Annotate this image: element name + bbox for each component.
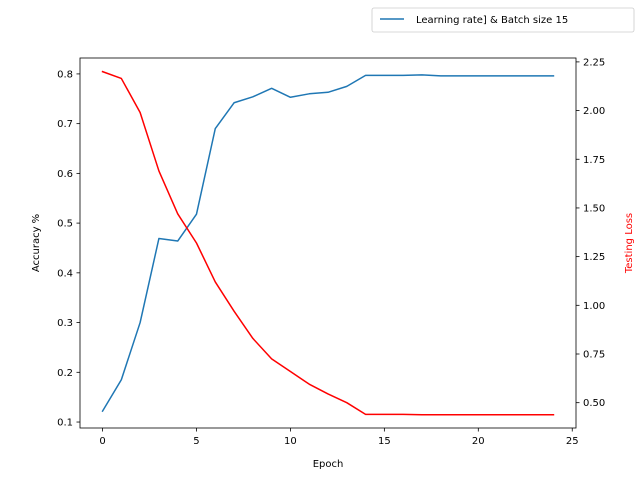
testing-loss-line bbox=[101, 70, 555, 416]
left-y-tick-label: 0.5 bbox=[57, 219, 73, 230]
legend-label: Learning rate] & Batch size 15 bbox=[416, 15, 568, 26]
right-y-tick-label: 1.25 bbox=[583, 252, 605, 263]
left-y-tick-label: 0.6 bbox=[57, 169, 73, 180]
series-layer bbox=[101, 70, 555, 416]
left-y-tick-label: 0.2 bbox=[57, 368, 73, 379]
legend: Learning rate] & Batch size 15 bbox=[371, 7, 635, 33]
left-y-tick-label: 0.7 bbox=[57, 119, 73, 130]
plot-frame bbox=[79, 57, 577, 429]
right-y-tick-label: 1.00 bbox=[583, 301, 605, 312]
accuracy-line bbox=[101, 74, 555, 413]
right-y-axis-title: Testing Loss bbox=[624, 213, 635, 274]
x-tick-label: 20 bbox=[472, 436, 485, 447]
right-y-tick-label: 1.75 bbox=[583, 155, 605, 166]
x-tick-label: 0 bbox=[99, 436, 105, 447]
x-tick-label: 25 bbox=[566, 436, 579, 447]
right-y-axis-ticks: 0.50 0.75 1.00 1.25 1.50 1.75 2.00 2.25 bbox=[576, 57, 605, 409]
left-y-axis-ticks: 0.1 0.2 0.3 0.4 0.5 0.6 0.7 0.8 bbox=[57, 69, 80, 429]
left-y-tick-label: 0.4 bbox=[57, 268, 73, 279]
x-axis-title: Epoch bbox=[313, 459, 344, 470]
left-y-axis-title: Accuracy % bbox=[31, 214, 42, 272]
right-y-tick-label: 0.50 bbox=[583, 398, 605, 409]
right-y-tick-label: 0.75 bbox=[583, 350, 605, 361]
right-y-tick-label: 1.50 bbox=[583, 203, 605, 214]
left-y-tick-label: 0.3 bbox=[57, 318, 73, 329]
right-y-tick-label: 2.00 bbox=[583, 106, 605, 117]
legend-frame bbox=[371, 7, 635, 33]
x-tick-label: 5 bbox=[193, 436, 199, 447]
left-y-tick-label: 0.1 bbox=[57, 418, 73, 429]
x-tick-label: 10 bbox=[284, 436, 297, 447]
right-y-tick-label: 2.25 bbox=[583, 57, 605, 68]
x-tick-label: 15 bbox=[378, 436, 391, 447]
left-y-tick-label: 0.8 bbox=[57, 69, 73, 80]
x-axis-ticks: 0 5 10 15 20 25 bbox=[99, 428, 579, 447]
